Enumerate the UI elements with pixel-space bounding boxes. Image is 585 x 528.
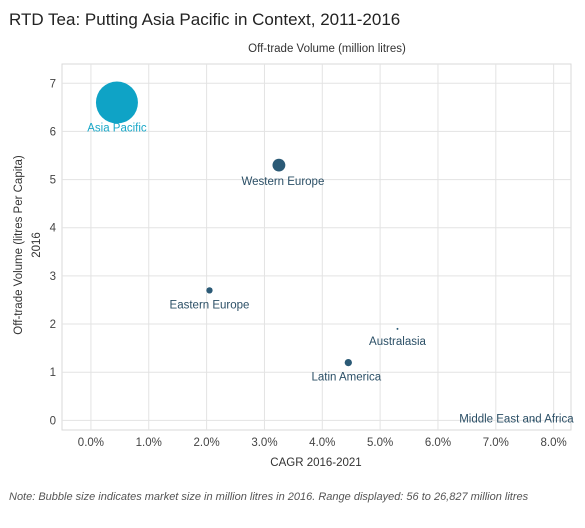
x-tick-label: 1.0% — [136, 437, 162, 449]
y-tick-labels: 0 1 2 3 4 5 6 7 — [50, 78, 57, 427]
y-tick-label: 7 — [50, 78, 56, 90]
y-tick-label: 2 — [50, 319, 56, 331]
bubbles — [95, 81, 535, 422]
bubble-western-europe — [272, 158, 286, 172]
chart-subtitle: Off-trade Volume (million litres) — [248, 43, 406, 55]
bubble-asia-pacific — [95, 81, 138, 124]
bubble-label-latin-america: Latin America — [311, 372, 381, 384]
plot-area — [61, 63, 572, 431]
y-axis-label: Off-trade Volume (litres Per Capita) — [13, 155, 25, 335]
bubble-label-middle-east-and-africa: Middle East and Africa — [459, 413, 574, 425]
x-tick-label: 2.0% — [193, 437, 219, 449]
bubble-labels: Asia Pacific Western Europe Eastern Europe… — [87, 123, 574, 426]
y-tick-label: 5 — [50, 175, 56, 187]
bubble-latin-america — [344, 358, 352, 367]
x-tick-label: 6.0% — [425, 437, 451, 449]
x-tick-label: 4.0% — [309, 437, 335, 449]
x-tick-label: 0.0% — [78, 437, 104, 449]
x-tick-label: 5.0% — [367, 437, 393, 449]
y-tick-label: 1 — [50, 367, 56, 379]
y-tick-label: 6 — [50, 126, 56, 138]
chart-title: RTD Tea: Putting Asia Pacific in Context… — [9, 10, 401, 29]
bubble-chart: Off-trade Volume (million litres) 0 1 2 3 4 5… — [13, 43, 574, 469]
x-tick-label: 7.0% — [483, 437, 509, 449]
x-tick-label: 3.0% — [251, 437, 277, 449]
footnote: Note: Bubble size indicates market size … — [9, 491, 529, 503]
x-tick-label: 8.0% — [541, 437, 567, 449]
bubble-label-eastern-europe: Eastern Europe — [170, 299, 250, 311]
y-tick-label: 3 — [50, 271, 56, 283]
y-tick-label: 4 — [50, 223, 57, 235]
y-tick-label: 0 — [50, 415, 56, 427]
bubble-label-asia-pacific: Asia Pacific — [87, 123, 147, 135]
x-axis-label: CAGR 2016-2021 — [270, 457, 361, 469]
x-tick-labels: 0.0% 1.0% 2.0% 3.0% 4.0% 5.0% 6.0% 7.0% 8.0% — [78, 437, 567, 449]
bubble-middle-east-and-africa — [532, 419, 535, 422]
y-axis-label-year: 2016 — [31, 232, 43, 258]
bubble-australasia — [396, 327, 399, 330]
bubble-label-australasia: Australasia — [369, 336, 426, 348]
bubble-eastern-europe — [206, 287, 213, 294]
grid-lines — [61, 63, 572, 431]
bubble-label-western-europe: Western Europe — [241, 176, 324, 188]
